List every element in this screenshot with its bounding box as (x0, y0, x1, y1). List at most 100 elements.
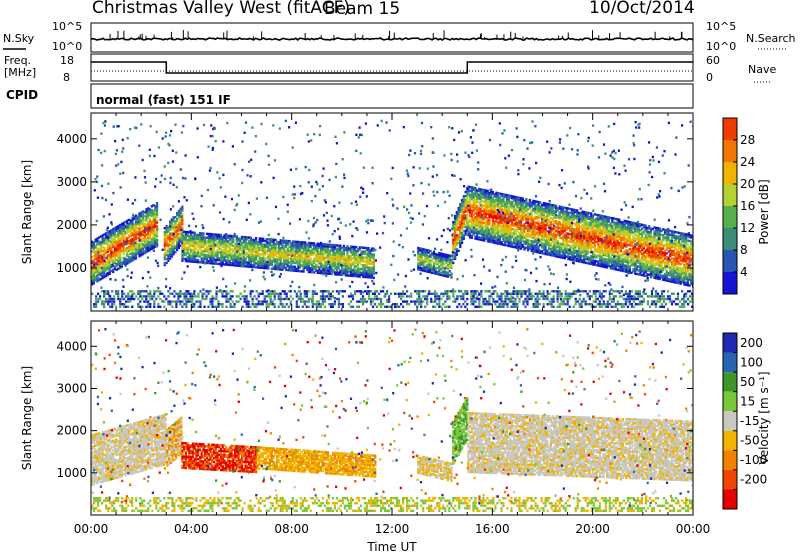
power-cell (625, 258, 628, 262)
power-cell (505, 238, 509, 241)
power-cell (169, 220, 172, 223)
power-cell (232, 244, 235, 248)
power-cell (476, 231, 479, 235)
power-cell (472, 219, 475, 222)
power-cell (365, 264, 368, 267)
power-cell (459, 220, 462, 223)
power-cell (115, 251, 118, 254)
power-cell (609, 249, 612, 252)
power-cell (239, 264, 242, 268)
power-cell (567, 213, 570, 216)
power-cell (591, 228, 595, 231)
power-cell (302, 266, 305, 269)
power-cell (91, 273, 94, 276)
power-cell (544, 243, 547, 246)
power-cell (491, 204, 494, 207)
power-cell (225, 246, 228, 249)
power-cell (138, 222, 141, 225)
power-cell (457, 207, 460, 210)
power-cell (207, 248, 210, 251)
power-cell (618, 218, 621, 221)
power-cell (358, 259, 361, 263)
power-cell (141, 229, 145, 233)
power-cell (237, 249, 240, 252)
power-cell (274, 244, 277, 247)
power-cell (616, 262, 619, 266)
power-cell (302, 268, 305, 271)
power-cell (147, 213, 150, 216)
power-cell (523, 246, 526, 249)
power-cell (474, 208, 477, 211)
power-cell (314, 257, 317, 261)
power-cell (523, 207, 526, 210)
power-cell (511, 233, 514, 237)
power-cell (332, 269, 335, 272)
power-cell (479, 221, 482, 224)
power-cell (349, 262, 353, 266)
power-cell (242, 235, 245, 239)
power-cell (607, 233, 610, 237)
power-cell (469, 207, 472, 210)
power-cell (532, 240, 535, 243)
power-cell (588, 237, 591, 240)
power-cell (555, 249, 558, 252)
power-cell (602, 230, 605, 233)
power-cell (523, 215, 526, 218)
power-cell (604, 248, 607, 251)
power-cell (256, 264, 259, 267)
power-cell (355, 269, 358, 272)
power-cell (219, 255, 223, 258)
power-cell (365, 252, 368, 256)
power-cell (131, 253, 134, 256)
power-cell (288, 249, 291, 253)
power-cell (495, 191, 498, 194)
power-cell (502, 208, 505, 212)
power-cell (455, 220, 458, 224)
power-cell (138, 235, 141, 238)
power-cell (195, 233, 198, 236)
power-cell (290, 265, 293, 268)
power-cell (620, 236, 623, 239)
power-cell (327, 247, 330, 250)
power-cell (298, 270, 302, 273)
power-cell (500, 198, 503, 201)
power-cell (335, 265, 338, 268)
power-cell (355, 249, 358, 253)
power-cell (313, 249, 316, 253)
power-cell (249, 244, 252, 247)
power-cell (176, 211, 179, 215)
power-cell (454, 240, 457, 243)
power-cell (330, 263, 333, 266)
power-cell (606, 227, 609, 230)
power-cell (113, 250, 116, 253)
power-cell (186, 238, 189, 242)
power-cell (604, 225, 607, 228)
power-cell (272, 258, 275, 261)
power-cell (562, 241, 565, 244)
power-cell (523, 201, 526, 205)
power-cell (553, 210, 556, 213)
power-cell (525, 225, 528, 228)
power-cell (112, 243, 115, 246)
power-cell (625, 260, 628, 264)
power-cell (163, 238, 166, 241)
power-cell (126, 262, 129, 265)
power-cell (119, 249, 122, 252)
power-cell (325, 243, 328, 246)
power-cell (429, 263, 432, 266)
power-cell (577, 215, 581, 218)
power-cell (122, 243, 125, 246)
power-cell (505, 203, 509, 206)
power-cell (197, 241, 200, 244)
power-cell (455, 222, 458, 225)
power-cell (219, 237, 223, 241)
power-cell (106, 264, 109, 267)
power-cell (167, 236, 170, 239)
power-cell (300, 264, 303, 267)
power-cell (120, 228, 123, 231)
power-cell (177, 233, 180, 236)
power-cell (92, 272, 95, 275)
power-cell (281, 262, 284, 265)
power-cell (570, 227, 573, 230)
power-cell (179, 232, 182, 236)
